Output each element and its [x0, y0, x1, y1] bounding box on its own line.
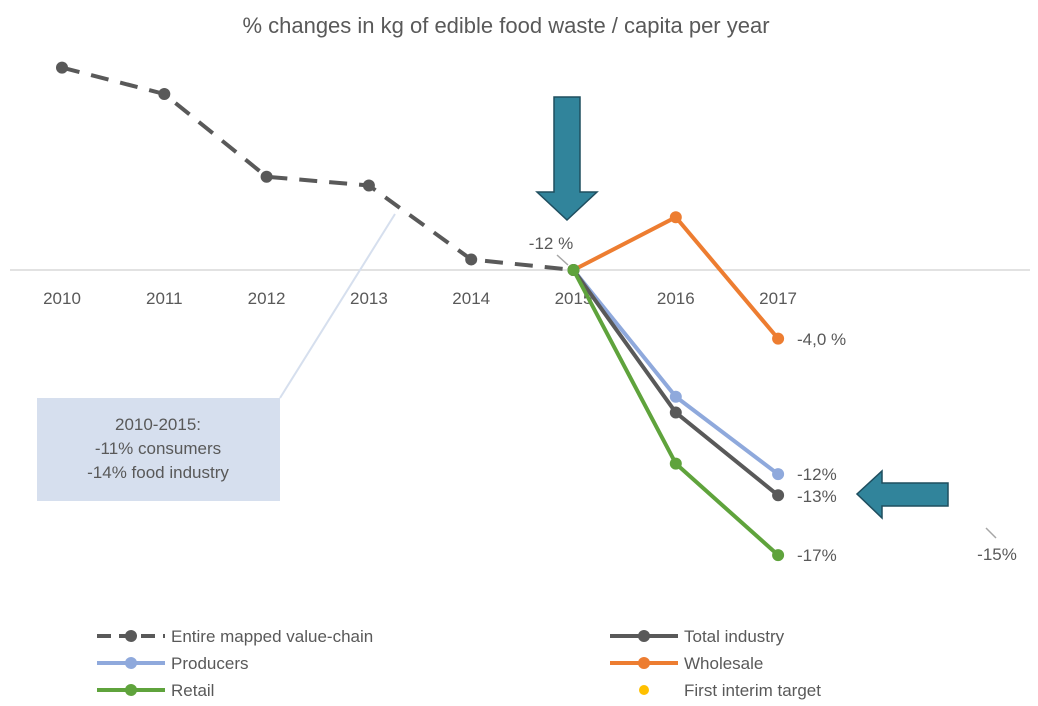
legend-marker-first-interim-target: [639, 685, 649, 695]
label-leader-line: [985, 527, 997, 539]
legend-marker-producers: [125, 657, 137, 669]
legend-label-total-industry: Total industry: [684, 627, 785, 646]
data-point-wholesale: [669, 211, 682, 224]
annotation-text: -11% consumers: [95, 439, 221, 458]
left-arrow-icon: [855, 469, 949, 520]
x-tick-label: 2016: [657, 289, 695, 308]
data-label: -13%: [797, 487, 837, 506]
data-point-wholesale: [772, 332, 785, 345]
legend-label-entire-mapped-value-chain: Entire mapped value-chain: [171, 627, 373, 646]
legend-marker-retail: [125, 684, 137, 696]
x-tick-label: 2011: [146, 289, 183, 308]
data-label: -15%: [977, 545, 1017, 564]
down-arrow-icon: [535, 96, 599, 222]
data-point-entire-mapped-value-chain: [260, 170, 273, 183]
legend-label-producers: Producers: [171, 654, 248, 673]
data-label: -12%: [797, 465, 837, 484]
data-label: -17%: [797, 546, 837, 565]
data-point-producers: [772, 468, 785, 481]
data-label: -12 %: [529, 234, 573, 253]
data-point-entire-mapped-value-chain: [465, 253, 478, 266]
x-tick-label: 2010: [43, 289, 81, 308]
annotation-text: -14% food industry: [87, 463, 229, 482]
annotation-leader-line: [279, 213, 396, 399]
annotation-text: 2010-2015:: [115, 415, 201, 434]
x-tick-label: 2013: [350, 289, 388, 308]
x-tick-label: 2017: [759, 289, 797, 308]
data-point-entire-mapped-value-chain: [158, 88, 171, 100]
legend-marker-total-industry: [638, 630, 650, 642]
legend-marker-entire-mapped-value-chain: [125, 630, 137, 642]
legend-label-first-interim-target: First interim target: [684, 681, 821, 700]
x-tick-label: 2012: [248, 289, 286, 308]
data-point-producers: [669, 390, 682, 403]
data-point-retail: [772, 549, 785, 562]
legend-marker-wholesale: [638, 657, 650, 669]
chart-title: % changes in kg of edible food waste / c…: [242, 13, 769, 38]
x-tick-label: 2014: [452, 289, 490, 308]
data-point-total-industry: [772, 489, 785, 502]
label-leader-line: [556, 254, 569, 266]
annotation-box: [37, 398, 280, 501]
data-point-retail: [567, 264, 580, 276]
data-label: -4,0 %: [797, 330, 846, 349]
data-point-total-industry: [669, 406, 682, 419]
x-tick-label: 2015: [555, 289, 593, 308]
data-point-entire-mapped-value-chain: [56, 61, 68, 74]
legend-label-retail: Retail: [171, 681, 214, 700]
data-point-retail: [669, 457, 682, 470]
series-line-wholesale: [572, 215, 780, 340]
data-point-entire-mapped-value-chain: [362, 179, 375, 192]
series-line-entire-mapped-value-chain: [61, 65, 574, 272]
legend-label-wholesale: Wholesale: [684, 654, 763, 673]
